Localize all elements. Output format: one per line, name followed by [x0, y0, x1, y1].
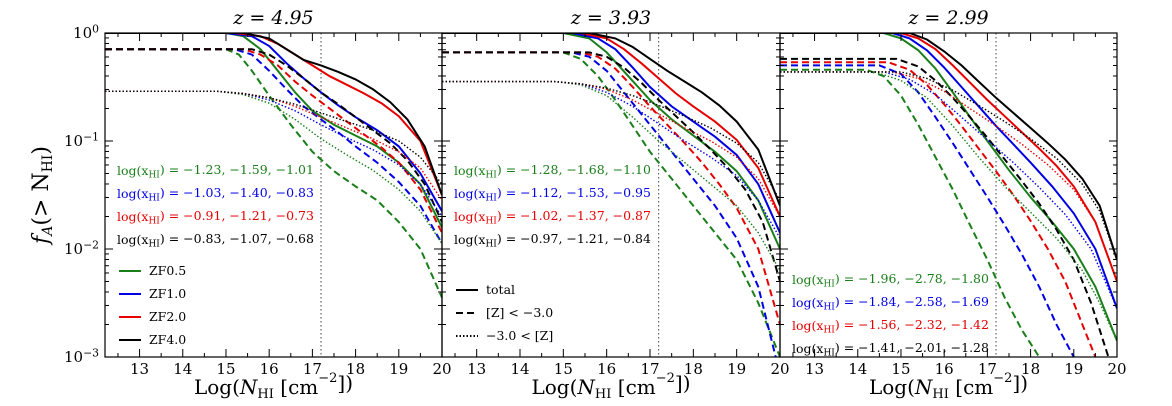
- y-tick-label: 10−1​: [64, 131, 99, 150]
- series-line: [780, 68, 1041, 357]
- x-tick-label: 17: [303, 360, 322, 378]
- x-tick-label: 14: [848, 360, 867, 378]
- panels: z = 4.95 100​ 10−1​ 10−2​ 10−3​ 13 14 15 16 17 18 1…: [64, 7, 1127, 402]
- annotation-xhi: log(xHI​) = −0.97, −1.21, −0.84: [454, 231, 651, 250]
- series-line: [780, 71, 1117, 261]
- series-line: [780, 64, 1075, 357]
- x-tick-label: 14: [173, 360, 192, 378]
- panel-title: z = 4.95: [232, 7, 313, 29]
- y-tick-label: 10−2​: [64, 239, 99, 258]
- x-tick-label: 15: [554, 360, 573, 378]
- series-line: [442, 51, 777, 357]
- annotation-xhi: log(xHI​) = −0.83, −1.07, −0.68: [117, 231, 314, 250]
- series-line: [105, 48, 442, 245]
- y-tick-label: 10−3​: [64, 347, 99, 366]
- x-tick-label: 19: [727, 360, 746, 378]
- series-line: [105, 90, 442, 185]
- x-tick-label: 16: [597, 360, 616, 378]
- series-line: [442, 51, 780, 282]
- panel-frame: [779, 32, 1118, 358]
- series-line: [780, 33, 1117, 282]
- x-tick-label: 17: [978, 360, 997, 378]
- x-tick-label: 20: [770, 360, 789, 378]
- panel-title: z = 3.93: [570, 7, 651, 29]
- series-line: [442, 33, 780, 250]
- series-line: [442, 51, 780, 325]
- legend-label: [Z] < −3.0: [486, 305, 553, 320]
- x-tick-label: 15: [891, 360, 910, 378]
- annotation-xhi: log(xHI​) = −1.12, −1.53, −0.95: [454, 185, 651, 204]
- annotation-xhi: log(xHI​) = −1.96, −2.78, −1.80: [792, 271, 989, 290]
- x-tick-label: 17: [640, 360, 659, 378]
- annotation-xhi: log(xHI​) = −1.02, −1.37, −0.87: [454, 208, 651, 227]
- series-line: [780, 71, 1117, 282]
- x-tick-label: 16: [935, 360, 954, 378]
- series-group: [442, 33, 780, 357]
- series-line: [442, 80, 780, 201]
- x-tick-label: 18: [346, 360, 365, 378]
- annotation-xhi: log(xHI​) = −1.03, −1.40, −0.83: [117, 185, 314, 204]
- annotation-xhi: log(xHI​) = −1.56, −2.32, −1.42: [792, 317, 989, 336]
- legend-label: ZF4.0: [149, 332, 186, 347]
- x-tick-label: 13: [467, 360, 486, 378]
- series-line: [780, 71, 1117, 342]
- panel-3: z = 2.99 13 14 15 16 17 18 19 20 Log(NHI [cm−2]) l…: [779, 7, 1127, 402]
- series-line: [105, 33, 442, 212]
- annotation-xhi: log(xHI​) = −1.28, −1.68, −1.10: [454, 162, 651, 181]
- annotation-xhi: log(xHI​) = −1.41, −2.01, −1.28: [792, 340, 989, 359]
- series-line: [780, 33, 1117, 309]
- legend-label: ZF0.5: [149, 263, 186, 278]
- x-tick-label: 13: [130, 360, 149, 378]
- x-axis-label: Log(NHI [cm−2]): [869, 371, 1028, 402]
- legend-label: ZF2.0: [149, 309, 186, 324]
- x-tick-label: 19: [389, 360, 408, 378]
- x-axis-label: Log(NHI [cm−2]): [531, 371, 690, 402]
- x-tick-label: 20: [1107, 360, 1126, 378]
- series-line: [442, 51, 780, 357]
- y-axis-label: fA(> NHI): [29, 146, 56, 246]
- series-group: [780, 33, 1117, 357]
- x-tick-label: 15: [216, 360, 235, 378]
- annotation-xhi: log(xHI​) = −1.84, −2.58, −1.69: [792, 294, 989, 313]
- panel-1: z = 4.95 100​ 10−1​ 10−2​ 10−3​ 13 14 15 16 17 18 1…: [64, 7, 452, 402]
- y-tick-label: 100​: [73, 23, 99, 42]
- x-tick-label: 18: [1021, 360, 1040, 378]
- series-line: [442, 33, 780, 218]
- x-tick-label: 14: [510, 360, 529, 378]
- series-line: [442, 33, 780, 207]
- series-line: [780, 61, 1097, 357]
- x-tick-label: 18: [684, 360, 703, 378]
- x-tick-label: 20: [432, 360, 451, 378]
- series-line: [105, 48, 442, 234]
- series-line: [780, 57, 1110, 357]
- series-line: [442, 33, 780, 234]
- panel-title: z = 2.99: [907, 7, 988, 29]
- x-tick-label: 13: [805, 360, 824, 378]
- legend-label: −3.0 < [Z]: [486, 328, 553, 343]
- series-line: [105, 48, 442, 299]
- x-tick-label: 19: [1064, 360, 1083, 378]
- x-axis-label: Log(NHI [cm−2]): [194, 371, 353, 402]
- x-tick-label: 16: [260, 360, 279, 378]
- series-line: [780, 33, 1117, 342]
- legend-label: total: [486, 282, 515, 297]
- annotation-xhi: log(xHI​) = −1.23, −1.59, −1.01: [117, 162, 314, 181]
- series-line: [105, 90, 442, 244]
- series-line: [780, 33, 1117, 261]
- legend-label: ZF1.0: [149, 286, 186, 301]
- annotation-xhi: log(xHI​) = −0.91, −1.21, −0.73: [117, 208, 314, 227]
- panel-2: z = 3.93 13 14 15 16 17 18 19 20 Log(NHI [cm−2]) l…: [441, 7, 790, 402]
- series-line: [105, 48, 442, 223]
